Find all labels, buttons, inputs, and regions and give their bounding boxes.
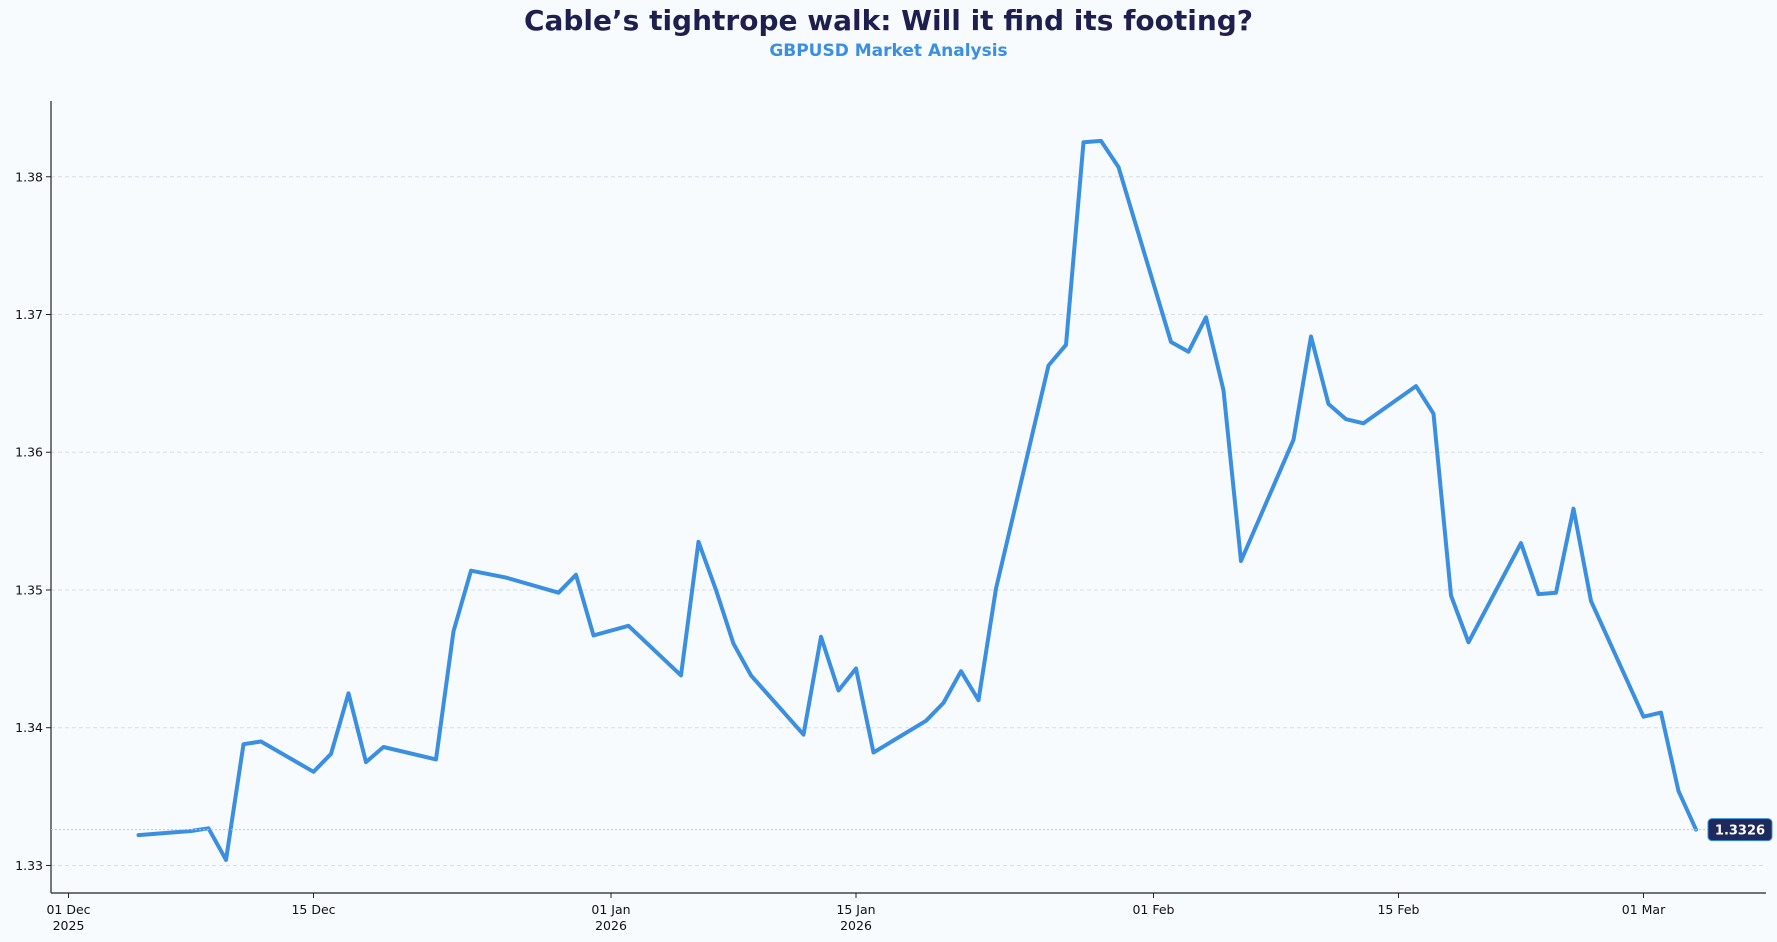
y-tick-label: 1.35 (15, 582, 43, 597)
y-tick-label: 1.38 (15, 169, 43, 184)
chart-title: Cable’s tightrope walk: Will it find its… (523, 4, 1254, 37)
chart-subtitle: GBPUSD Market Analysis (769, 41, 1008, 61)
x-tick-label: 01 Jan (591, 902, 630, 917)
series-line-gbpusd (136, 138, 1698, 862)
x-tick-year-label: 2026 (595, 918, 627, 933)
y-tick-label: 1.33 (15, 858, 43, 873)
x-tick-label: 15 Dec (291, 902, 335, 917)
x-tick-label: 15 Jan (836, 902, 875, 917)
x-tick-label: 01 Mar (1622, 902, 1666, 917)
y-tick-label: 1.37 (15, 307, 43, 322)
x-tick-label: 01 Feb (1132, 902, 1174, 917)
x-tick-year-label: 2025 (53, 918, 85, 933)
y-tick-label: 1.36 (15, 445, 43, 460)
x-tick-label: 15 Feb (1377, 902, 1419, 917)
x-tick-label: 01 Dec (46, 902, 90, 917)
last-value-label: 1.3326 (1715, 824, 1765, 839)
y-tick-label: 1.34 (15, 720, 43, 735)
last-value-badge (1707, 818, 1773, 842)
x-tick-year-label: 2026 (840, 918, 872, 933)
